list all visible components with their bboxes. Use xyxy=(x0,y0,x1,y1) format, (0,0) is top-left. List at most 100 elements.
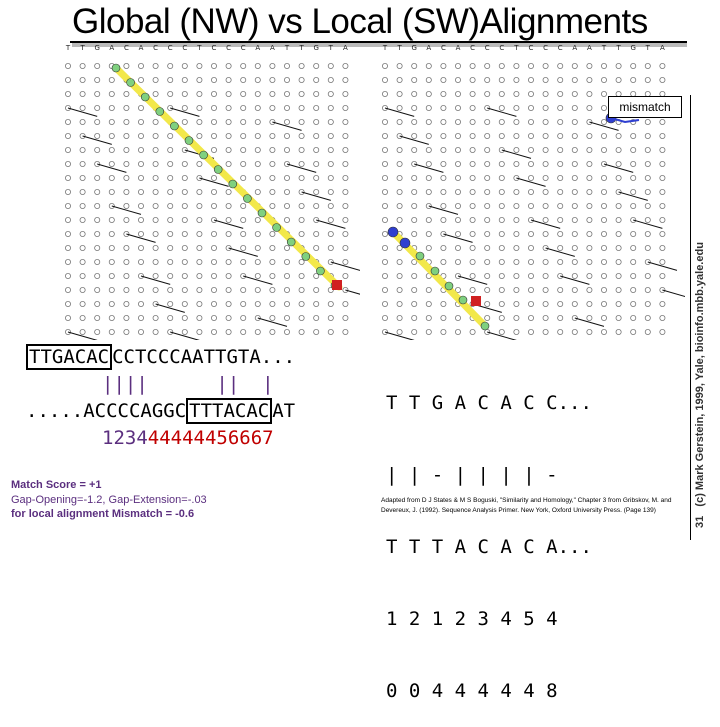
grid-dot xyxy=(298,174,305,181)
grid-dot xyxy=(94,188,101,195)
grid-dot xyxy=(659,244,666,251)
grid-dot xyxy=(600,161,607,168)
grid-dot xyxy=(327,174,334,181)
grid-dot xyxy=(79,202,86,209)
grid-dot xyxy=(484,91,491,98)
grid-dot xyxy=(382,328,388,335)
grid-dot xyxy=(659,300,666,307)
grid-dot xyxy=(542,258,549,265)
grid-dot xyxy=(196,300,203,307)
grid-dot xyxy=(542,286,549,293)
grid-dot xyxy=(94,244,101,251)
grid-dot xyxy=(396,133,403,140)
grid-dot xyxy=(313,272,320,279)
column-letter: C xyxy=(470,44,475,52)
grid-dot xyxy=(167,133,174,140)
grid-dot xyxy=(586,133,593,140)
grid-dot xyxy=(425,216,432,223)
grid-dot xyxy=(254,258,261,265)
grid-dot xyxy=(108,119,115,126)
traceback-arrow xyxy=(330,261,360,271)
grid-dot xyxy=(659,147,666,154)
grid-dot xyxy=(600,216,607,223)
grid-dot xyxy=(196,230,203,237)
grid-dot xyxy=(382,188,388,195)
grid-dot xyxy=(411,147,418,154)
grid-dot xyxy=(283,105,290,112)
column-letter: C xyxy=(212,44,217,52)
grid-dot xyxy=(498,91,505,98)
grid-dot xyxy=(210,119,217,126)
grid-dot xyxy=(586,119,593,126)
grid-dot xyxy=(382,314,388,321)
grid-dot xyxy=(557,161,564,168)
grid-dot xyxy=(225,77,232,84)
traceback-arrow xyxy=(516,177,546,187)
grid-dot xyxy=(469,161,476,168)
grid-dot xyxy=(615,133,622,140)
grid-dot xyxy=(659,77,666,84)
grid-dot xyxy=(327,188,334,195)
grid-dot xyxy=(469,230,476,237)
grid-dot xyxy=(513,105,520,112)
column-letter: T xyxy=(513,44,519,52)
grid-dot xyxy=(123,300,130,307)
grid-dot xyxy=(440,188,447,195)
grid-dot xyxy=(644,272,651,279)
grid-dot xyxy=(196,62,203,69)
grid-dot xyxy=(210,244,217,251)
grid-dot xyxy=(196,272,203,279)
grid-dot xyxy=(65,258,71,265)
grid-dot xyxy=(138,77,145,84)
grid-dot xyxy=(630,202,637,209)
grid-dot xyxy=(484,202,491,209)
grid-dot xyxy=(644,328,651,335)
grid-dot xyxy=(527,202,534,209)
grid-dot xyxy=(138,174,145,181)
grid-dot xyxy=(225,91,232,98)
grid-dot xyxy=(411,286,418,293)
grid-dot xyxy=(455,244,462,251)
traceback-arrow xyxy=(155,303,185,313)
table-row: T T G A C A C C... xyxy=(386,392,592,414)
grid-dot xyxy=(469,258,476,265)
grid-dot xyxy=(210,105,217,112)
grid-dot xyxy=(600,286,607,293)
grid-dot xyxy=(644,133,651,140)
grid-dot xyxy=(94,147,101,154)
grid-dot xyxy=(181,314,188,321)
grid-dot xyxy=(615,230,622,237)
grid-dot xyxy=(123,230,130,237)
grid-dot xyxy=(283,62,290,69)
traceback-arrow xyxy=(67,107,98,117)
grid-dot xyxy=(542,62,549,69)
grid-dot xyxy=(298,133,305,140)
grid-dot xyxy=(342,202,349,209)
grid-dot xyxy=(240,133,247,140)
grid-dot xyxy=(425,244,432,251)
grid-dot xyxy=(571,105,578,112)
grid-dot xyxy=(327,62,334,69)
grid-dot xyxy=(65,119,71,126)
grid-dot xyxy=(382,202,388,209)
grid-dot xyxy=(65,188,71,195)
grid-dot xyxy=(94,161,101,168)
grid-dot xyxy=(382,161,388,168)
grid-dot xyxy=(513,174,520,181)
local-path-highlight xyxy=(389,228,489,330)
grid-dot xyxy=(571,286,578,293)
grid-dot xyxy=(181,105,188,112)
grid-dot xyxy=(342,314,349,321)
grid-dot xyxy=(586,188,593,195)
grid-dot xyxy=(152,119,159,126)
grid-dot xyxy=(138,328,145,335)
side-credit: 31 (c) Mark Gerstein, 1999, Yale, bioinf… xyxy=(694,242,706,528)
grid-dot xyxy=(327,119,334,126)
score-row-purple: 1234 xyxy=(102,427,148,449)
column-letter: A xyxy=(270,44,275,52)
grid-dot xyxy=(225,133,232,140)
grid-dot xyxy=(225,314,232,321)
grid-dot xyxy=(79,161,86,168)
grid-dot xyxy=(65,300,71,307)
